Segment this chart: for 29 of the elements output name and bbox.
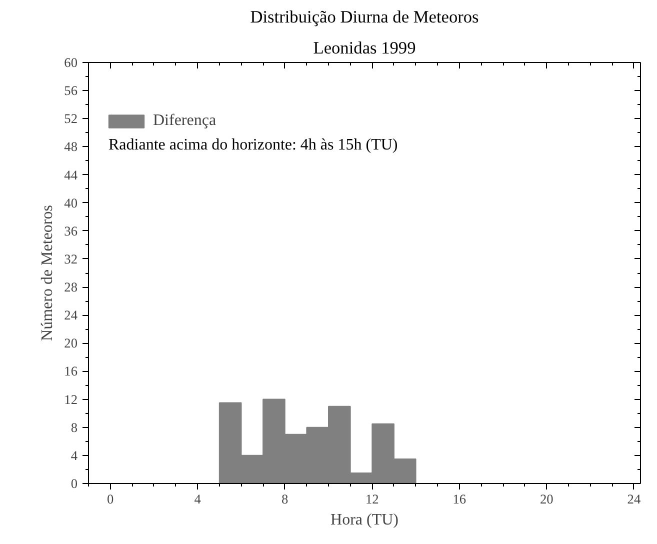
y-tick-label: 8 bbox=[70, 420, 78, 435]
x-tick-label: 12 bbox=[365, 492, 379, 506]
legend-label: Diferença bbox=[153, 112, 216, 130]
x-tick-label: 20 bbox=[540, 492, 554, 506]
x-tick-label: 4 bbox=[194, 492, 202, 506]
y-tick-label: 32 bbox=[64, 251, 78, 266]
y-tick-label: 20 bbox=[64, 336, 78, 351]
y-tick-label: 40 bbox=[64, 195, 78, 210]
x-tick-label: 16 bbox=[452, 492, 466, 506]
y-tick-label: 56 bbox=[64, 83, 78, 98]
y-tick-label: 48 bbox=[64, 139, 78, 154]
y-tick-label: 0 bbox=[70, 476, 78, 491]
annotation: Radiante acima do horizonte: 4h às 15h (TU) bbox=[108, 136, 398, 154]
y-tick-label: 52 bbox=[64, 111, 78, 126]
y-tick-label: 28 bbox=[64, 280, 78, 295]
y-axis-title: Número de Meteoros bbox=[39, 205, 56, 341]
y-tick-label: 16 bbox=[64, 364, 78, 379]
chart-subtitle: Leonidas 1999 bbox=[313, 38, 416, 58]
y-tick-label: 36 bbox=[64, 223, 78, 238]
y-tick-label: 44 bbox=[64, 167, 78, 182]
x-axis-title: Hora (TU) bbox=[330, 512, 398, 528]
x-tick-label: 8 bbox=[282, 492, 289, 506]
y-tick-label: 60 bbox=[64, 55, 78, 70]
x-tick-label: 24 bbox=[627, 492, 641, 506]
y-tick-label: 24 bbox=[64, 308, 78, 323]
chart-title: Distribuição Diurna de Meteoros bbox=[250, 8, 480, 26]
y-tick-label: 12 bbox=[64, 392, 78, 407]
y-tick-label: 4 bbox=[70, 448, 78, 463]
x-tick-label: 0 bbox=[106, 492, 114, 506]
